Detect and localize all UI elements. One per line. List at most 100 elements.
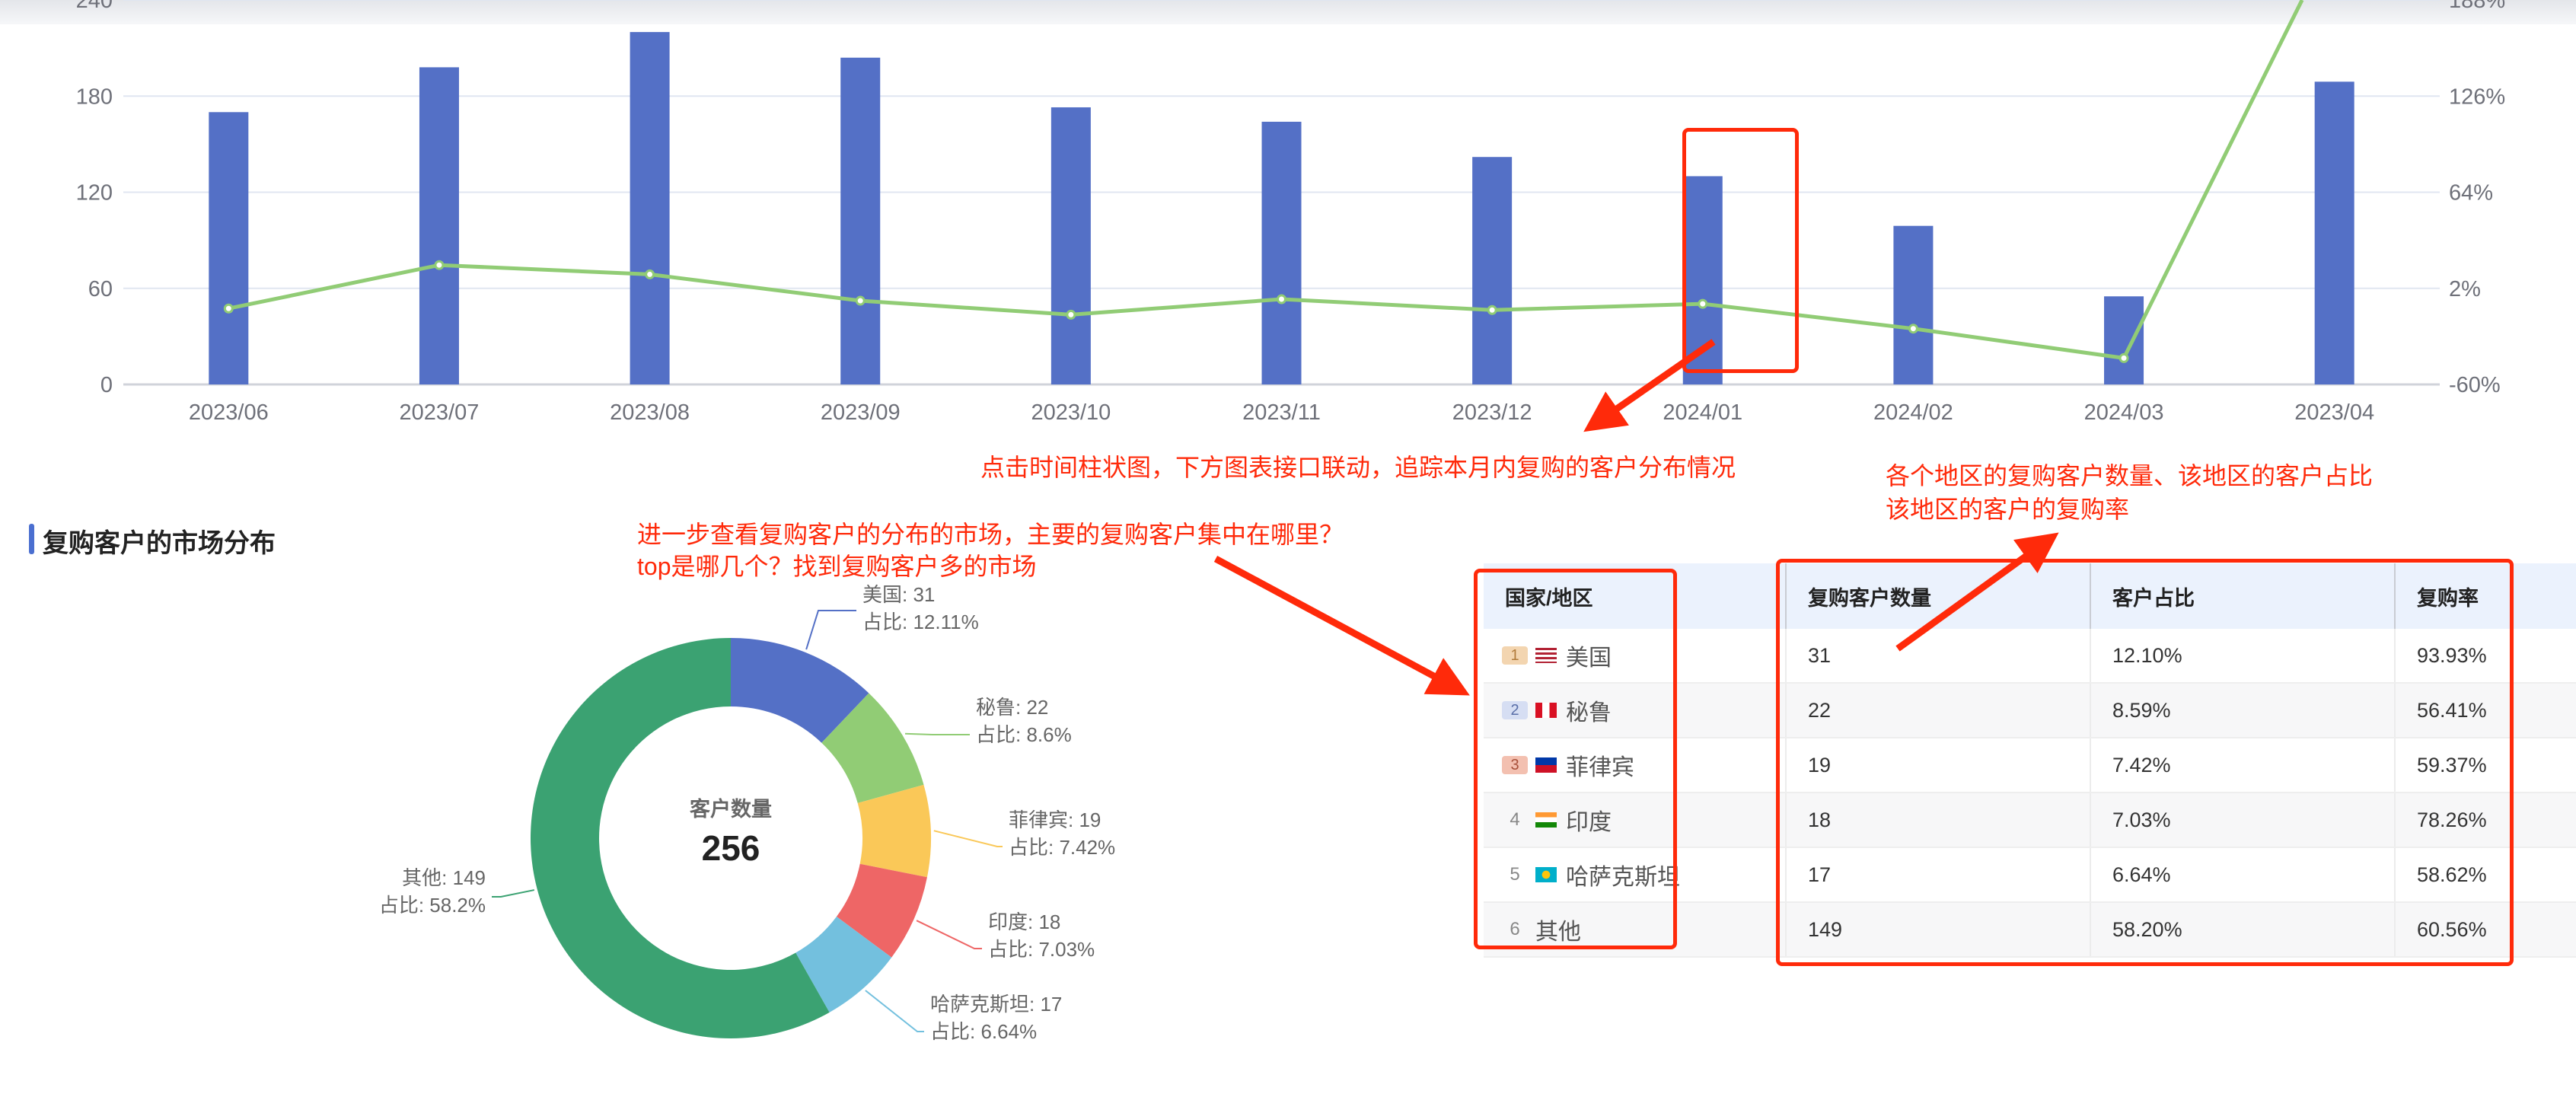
bar-2023/10[interactable] (1050, 107, 1091, 384)
line-point[interactable] (1277, 294, 1286, 305)
leader-line (492, 889, 535, 898)
bar-2023/04[interactable] (2314, 81, 2354, 384)
line-point[interactable] (1908, 324, 1918, 334)
rank-number: 5 (1510, 864, 1520, 885)
bar-2024/03[interactable] (2104, 296, 2144, 384)
bar-2023/08[interactable] (630, 32, 670, 384)
slice-label: 美国: 31 (862, 583, 935, 606)
leader-line (916, 920, 982, 949)
slice-5[interactable] (531, 638, 830, 1038)
slice-4[interactable] (795, 917, 892, 1013)
y-left-tick: 60 (88, 277, 113, 301)
y-left-tick: 0 (100, 373, 113, 397)
bar-2023/09[interactable] (840, 57, 881, 384)
philippines-flag-icon (1535, 757, 1557, 773)
y-right-tick: 64% (2449, 181, 2493, 206)
slice-0[interactable] (731, 638, 869, 743)
cell-count: 18 (1785, 792, 2090, 848)
y-left-tick: 240 (76, 0, 113, 13)
col-share[interactable]: 客户占比 (2090, 563, 2395, 629)
slice-label: 菲律宾: 19 (1009, 808, 1101, 831)
slice-percent-label: 占比: 7.03% (988, 938, 1095, 961)
cell-rate: 56.41% (2394, 683, 2576, 738)
line-point[interactable] (1487, 305, 1497, 315)
cell-count: 19 (1785, 738, 2090, 793)
slice-percent-label: 占比: 58.2% (379, 894, 486, 917)
line-point[interactable] (434, 260, 445, 270)
cell-country: 4 印度 (1484, 792, 1786, 848)
country-name: 哈萨克斯坦 (1566, 865, 1680, 890)
line-point[interactable] (645, 269, 655, 279)
leader-line (904, 732, 970, 735)
x-tick: 2024/03 (2084, 400, 2164, 425)
slice-percent-label: 占比: 12.11% (862, 611, 979, 633)
table-row[interactable]: 3 菲律宾 19 7.42% 59.37% (1484, 738, 2576, 793)
annotation-market-line2: top是哪几个？找到复购客户多的市场 (637, 553, 1037, 580)
rank-number: 4 (1510, 809, 1520, 830)
highlight-box-country-column (1474, 569, 1677, 949)
rank-medal-icon: 3 (1502, 756, 1528, 774)
x-tick: 2023/12 (1452, 400, 1532, 425)
line-point[interactable] (223, 303, 234, 314)
x-tick: 2024/02 (1873, 400, 1953, 425)
cell-count: 22 (1785, 683, 2090, 738)
cell-rate: 59.37% (2394, 738, 2576, 793)
india-flag-icon (1535, 812, 1557, 828)
bar-2023/06[interactable] (209, 112, 249, 384)
cell-rate: 58.62% (2394, 847, 2576, 903)
line-point[interactable] (1066, 309, 1076, 320)
section-accent-bar (29, 524, 34, 554)
leader-line (865, 990, 924, 1032)
market-table: 国家/地区 复购客户数量 客户占比 复购率 1 美国 31 12.10% 93.9… (1484, 563, 2576, 958)
line-point[interactable] (1698, 298, 1708, 309)
table-row[interactable]: 4 印度 18 7.03% 78.26% (1484, 792, 2576, 848)
bar-2023/12[interactable] (1472, 157, 1513, 385)
cell-share: 58.20% (2090, 902, 2395, 958)
y-right-tick: 188% (2449, 0, 2505, 13)
slice-label: 秘鲁: 22 (976, 696, 1048, 719)
annotation-region-line2: 该地区的客户的复购率 (1886, 496, 2130, 523)
section-title: 复购客户的市场分布 (43, 529, 276, 558)
y-right-tick: -60% (2449, 373, 2501, 397)
x-tick: 2023/06 (189, 400, 269, 425)
x-tick: 2023/04 (2294, 400, 2374, 425)
cell-count: 149 (1785, 902, 2090, 958)
highlight-box-metric-columns (1776, 559, 2514, 966)
cell-share: 7.42% (2090, 738, 2395, 793)
bar-2023/07[interactable] (419, 67, 459, 384)
slice-label: 印度: 18 (988, 910, 1060, 933)
table-row[interactable]: 5 哈萨克斯坦 17 6.64% 58.62% (1484, 847, 2576, 903)
table-row[interactable]: 6 其他 149 58.20% 60.56% (1484, 902, 2576, 958)
peru-flag-icon (1535, 703, 1557, 718)
bar-2024/02[interactable] (1893, 225, 1934, 384)
line-point[interactable] (855, 295, 866, 306)
leader-line (933, 830, 1003, 847)
rank-number: 6 (1510, 919, 1520, 939)
x-tick: 2023/08 (610, 400, 690, 425)
cell-country: 2 秘鲁 (1484, 683, 1786, 738)
slice-3[interactable] (836, 863, 927, 958)
y-left-tick: 180 (76, 85, 113, 109)
slice-label: 哈萨克斯坦: 17 (930, 993, 1062, 1016)
slice-1[interactable] (821, 693, 924, 803)
market-distribution-donut[interactable]: 美国: 31 占比: 12.11% 秘鲁: 22 占比: 8.6% 菲律宾: 19 占比:… (0, 579, 1294, 1111)
cell-country: 3 菲律宾 (1484, 738, 1786, 793)
slice-2[interactable] (857, 784, 931, 878)
highlight-box-2024-01 (1682, 128, 1799, 373)
slice-percent-label: 占比: 8.6% (976, 723, 1072, 746)
rank-medal-icon: 1 (1502, 646, 1528, 665)
us-flag-icon (1535, 648, 1557, 663)
annotation-region-line1: 各个地区的复购客户数量、该地区的客户占比 (1886, 462, 2374, 490)
country-name: 印度 (1566, 810, 1612, 835)
x-tick: 2024/01 (1663, 400, 1742, 425)
cell-share: 6.64% (2090, 847, 2395, 903)
col-rate[interactable]: 复购率 (2394, 563, 2576, 629)
line-point[interactable] (2119, 352, 2129, 363)
monthly-repurchase-chart[interactable]: 0 -60% 60 2% 120 64% 180 126% 240 188% 2023/06 2023… (0, 0, 2576, 457)
bar-2023/11[interactable] (1261, 121, 1302, 384)
col-country[interactable]: 国家/地区 (1484, 563, 1786, 629)
slice-percent-label: 占比: 6.64% (930, 1020, 1037, 1043)
table-row[interactable]: 1 美国 31 12.10% 93.93% (1484, 629, 2576, 684)
table-row[interactable]: 2 秘鲁 22 8.59% 56.41% (1484, 683, 2576, 738)
cell-country: 1 美国 (1484, 629, 1786, 684)
